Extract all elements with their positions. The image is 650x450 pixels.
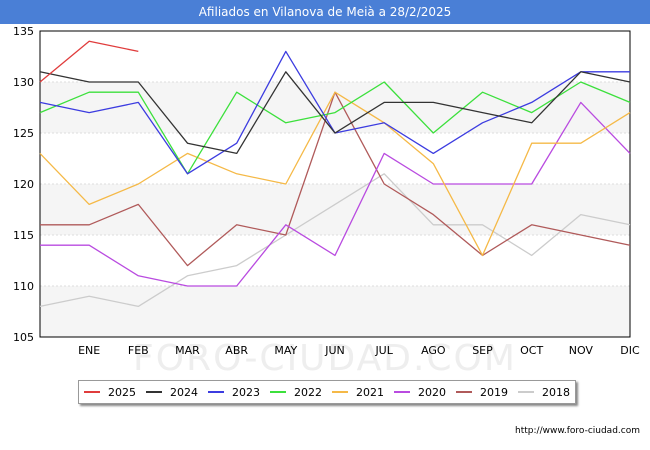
legend-item-2019: 2019 xyxy=(456,386,508,399)
x-tick-label: AGO xyxy=(421,344,446,357)
legend-swatch xyxy=(518,391,534,393)
legend-swatch xyxy=(208,391,224,393)
grid-band xyxy=(40,184,630,235)
legend-item-2018: 2018 xyxy=(518,386,570,399)
legend-label: 2021 xyxy=(356,385,384,399)
legend-label: 2023 xyxy=(232,385,260,399)
grid-band xyxy=(40,82,630,133)
x-tick-label: DIC xyxy=(620,344,640,357)
legend-swatch xyxy=(394,391,410,393)
y-tick-label: 130 xyxy=(13,76,34,89)
x-tick-label: FEB xyxy=(128,344,149,357)
grid-band xyxy=(40,286,630,337)
legend-item-2023: 2023 xyxy=(208,386,260,399)
legend-label: 2018 xyxy=(542,385,570,399)
x-tick-label: ABR xyxy=(225,344,248,357)
series-line-2025 xyxy=(39,40,139,83)
legend-label: 2022 xyxy=(294,385,322,399)
legend-label: 2020 xyxy=(418,385,446,399)
x-tick-label: ENE xyxy=(78,344,100,357)
chart-title: Afiliados en Vilanova de Meià a 28/2/202… xyxy=(0,0,650,24)
legend-label: 2025 xyxy=(108,385,136,399)
series-line-2021 xyxy=(39,91,631,257)
legend-swatch xyxy=(456,391,472,393)
plot-area xyxy=(39,30,631,338)
y-tick-label: 110 xyxy=(13,280,34,293)
legend-item-2022: 2022 xyxy=(270,386,322,399)
legend-swatch xyxy=(146,391,162,393)
series-line-2024 xyxy=(39,71,631,155)
x-tick-label: OCT xyxy=(520,344,543,357)
series-line-2022 xyxy=(39,81,631,175)
x-tick-label: MAY xyxy=(274,344,297,357)
legend-swatch xyxy=(84,391,100,393)
y-tick-label: 125 xyxy=(13,127,34,140)
legend-label: 2024 xyxy=(170,385,198,399)
legend-item-2024: 2024 xyxy=(146,386,198,399)
y-tick-label: 105 xyxy=(13,331,34,344)
watermark: FORO-CIUDAD.COM xyxy=(133,338,517,379)
y-tick-label: 120 xyxy=(13,178,34,191)
x-tick-label: MAR xyxy=(175,344,200,357)
series-line-2020 xyxy=(40,101,631,287)
chart-legend: 2025 2024 2023 2022 2021 2020 2019 2018 xyxy=(78,380,576,404)
legend-label: 2019 xyxy=(480,385,508,399)
x-tick-label: NOV xyxy=(569,344,594,357)
x-tick-label: SEP xyxy=(472,344,493,357)
legend-item-2020: 2020 xyxy=(394,386,446,399)
series-line-2018 xyxy=(39,173,631,308)
x-tick-label: JUN xyxy=(324,344,345,357)
y-tick-label: 115 xyxy=(13,229,34,242)
legend-item-2025: 2025 xyxy=(84,386,136,399)
legend-swatch xyxy=(270,391,286,393)
source-link[interactable]: http://www.foro-ciudad.com xyxy=(515,426,640,436)
legend-item-2021: 2021 xyxy=(332,386,384,399)
y-tick-label: 135 xyxy=(13,25,34,38)
x-tick-label: JUL xyxy=(374,344,393,357)
legend-swatch xyxy=(332,391,348,393)
